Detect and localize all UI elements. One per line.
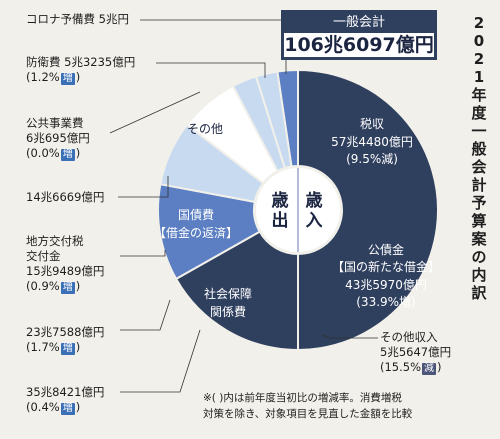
inner-label-other: その他	[187, 122, 223, 136]
total-amount: 106兆6097億円	[284, 33, 434, 57]
leader-line	[321, 334, 378, 339]
total-box: 一般会計 106兆6097億円	[281, 10, 437, 60]
inner-label-social: 社会保障	[204, 286, 252, 301]
slice-corona-reserve	[276, 68, 299, 168]
inner-label-tax-amount: 57兆4480億円	[331, 135, 413, 149]
label-social-security: 35兆8421億円 (0.4% 増)	[26, 385, 105, 415]
leader-line	[120, 250, 166, 257]
slice-tax-revenue	[262, 68, 439, 351]
leader-line	[109, 91, 201, 134]
label-other-expenditure: 14兆6669億円	[26, 190, 105, 204]
inner-label-bonds-amount: 43兆5970億円	[345, 278, 427, 292]
center-expenditure-label: 出	[272, 210, 289, 231]
label-corona: コロナ予備費 5兆円	[26, 12, 129, 26]
inner-label-bonds: 公債金	[368, 242, 404, 257]
inner-label-tax: 税収	[360, 117, 384, 131]
label-defense: 防衛費 5兆3235億円 (1.2% 増)	[26, 55, 136, 85]
inner-label-debt: 国債費	[178, 207, 214, 222]
leader-line	[118, 176, 169, 198]
center-revenue-label: 歳	[306, 190, 323, 211]
inner-label-debt-sub: 【借金の返済】	[154, 225, 238, 240]
slice-social-security	[174, 230, 299, 352]
leader-line	[156, 62, 266, 78]
leader-line	[120, 299, 171, 331]
center-expenditure-label: 歳	[272, 190, 289, 211]
inner-label-social-2: 関係費	[210, 304, 246, 319]
footnote: ※( )内は前年度当初比の増減率。消費増税 対策を除き、対象項目を見直した金額を…	[203, 392, 413, 420]
leader-line	[140, 19, 287, 74]
label-local-allocation: 地方交付税 交付金 15兆9489億円 (0.9% 増)	[26, 234, 105, 294]
label-other-revenue: その他収入 5兆5647億円 (15.5% 減)	[380, 330, 452, 375]
leader-line	[120, 329, 201, 393]
inner-label-bonds-change: (33.9%増)	[356, 295, 416, 309]
inner-label-bonds-sub: 【国の新たな借金】	[332, 259, 440, 274]
label-debt-service: 23兆7588億円 (1.7% 増)	[26, 325, 105, 355]
center-revenue-label: 入	[306, 211, 323, 231]
inner-label-tax-change: (9.5%減)	[346, 151, 398, 166]
total-label: 一般会計	[332, 15, 385, 30]
label-public-works: 公共事業費 6兆695億円 (0.0% 増)	[26, 116, 90, 161]
